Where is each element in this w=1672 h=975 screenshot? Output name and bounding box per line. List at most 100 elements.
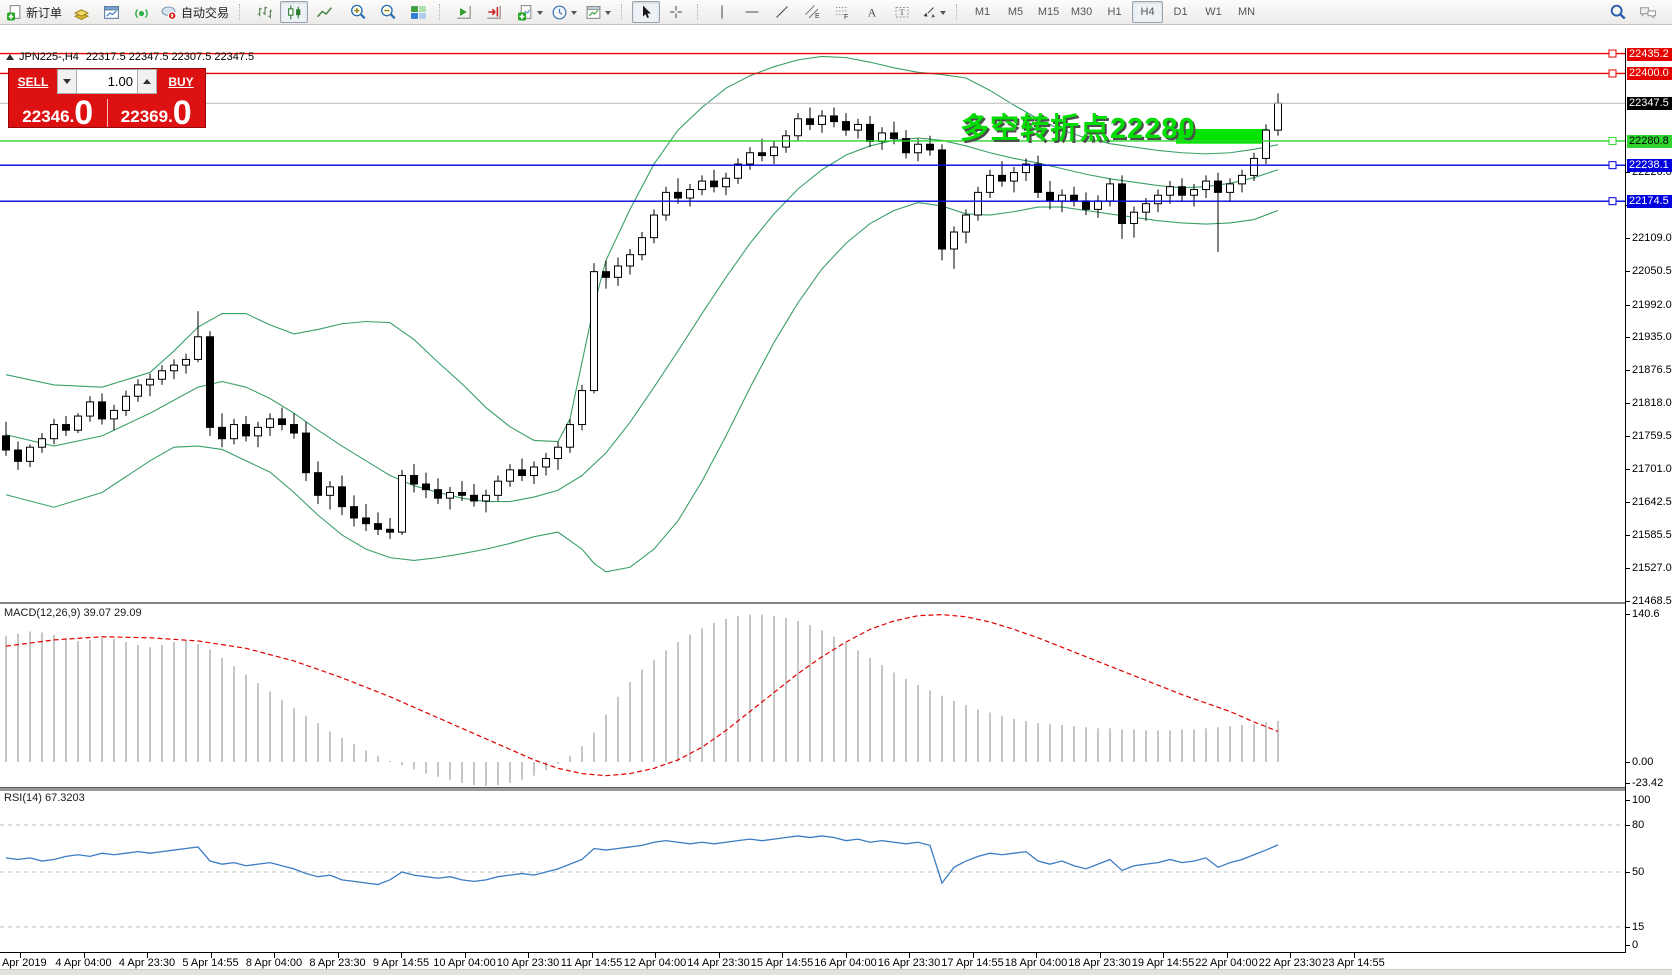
time-axis[interactable]: 3 Apr 2019 4 Apr 04:00 4 Apr 23:30 5 Apr 14… — [0, 952, 1672, 975]
toolbar-group-zoom — [341, 0, 435, 24]
axis-tick — [1626, 824, 1630, 826]
timeframe-h1-button[interactable]: H1 — [1107, 6, 1122, 18]
text-label-button[interactable]: T — [888, 1, 916, 23]
time-axis-label: 23 Apr 14:55 — [1322, 957, 1385, 969]
time-axis-label: 5 Apr 14:55 — [182, 957, 239, 969]
dropdown-caret-icon — [940, 10, 947, 18]
macd-indicator-chart[interactable] — [0, 604, 1625, 787]
timeframe-m30-button[interactable]: M30 — [1070, 6, 1093, 18]
svg-text:A: A — [868, 6, 877, 20]
vertical-line-button[interactable] — [708, 1, 736, 23]
toolbar-group-objects: E F A T — [705, 0, 952, 24]
candles-layer — [2, 93, 1282, 539]
chart-shift-button[interactable] — [480, 1, 508, 23]
tile-windows-button[interactable] — [404, 1, 432, 23]
new-order-button[interactable]: 新订单 — [3, 1, 65, 23]
indicators-button[interactable] — [514, 1, 546, 23]
chat-button[interactable] — [1634, 1, 1662, 23]
time-axis-label: 16 Apr 23:30 — [877, 957, 941, 969]
trendline-icon — [776, 6, 788, 18]
main-toolbar: 新订单 自动交易 — [0, 0, 1672, 25]
cursor-button[interactable] — [632, 1, 661, 23]
time-axis-label: 10 Apr 04:00 — [433, 957, 496, 969]
panel-splitter[interactable] — [0, 787, 1626, 791]
text-button[interactable]: A — [858, 1, 886, 23]
indicators-icon — [518, 4, 532, 20]
rsi-indicator-chart[interactable] — [0, 790, 1625, 952]
level-line-handle[interactable] — [1608, 49, 1617, 58]
dropdown-caret-icon — [605, 10, 612, 18]
templates-button[interactable] — [582, 1, 614, 23]
axis-tick — [1626, 600, 1630, 602]
highlight-rect[interactable] — [1176, 128, 1269, 144]
vertical-line-icon — [721, 5, 723, 19]
auto-scroll-icon — [457, 5, 471, 19]
arrows-icon — [923, 7, 936, 18]
level-line-handle[interactable] — [1608, 161, 1617, 170]
volume-input[interactable] — [77, 69, 137, 94]
price-badge: 22174.5 — [1627, 195, 1672, 209]
time-axis-label: 17 Apr 14:55 — [941, 957, 1004, 969]
search-button[interactable] — [1604, 1, 1632, 23]
time-axis-label: 16 Apr 04:00 — [814, 957, 877, 969]
fibonacci-button[interactable]: F — [828, 1, 856, 23]
volume-decrease-button[interactable] — [57, 69, 77, 94]
svg-text:E: E — [815, 13, 820, 20]
periods-button[interactable] — [548, 1, 580, 23]
volume-increase-button[interactable] — [137, 69, 157, 94]
price-axis[interactable]: 22226.022167.522109.022050.521992.021935… — [1625, 47, 1672, 952]
time-axis-label: 18 Apr 23:30 — [1068, 957, 1131, 969]
toolbar-group-right — [1601, 0, 1672, 24]
panel-splitter[interactable] — [0, 602, 1626, 604]
timeframe-m1-button[interactable]: M1 — [974, 6, 991, 18]
main-price-chart[interactable] — [0, 48, 1625, 604]
time-axis-label: 9 Apr 14:55 — [372, 957, 430, 969]
buy-price-main: 22369 — [120, 107, 169, 126]
sell-button[interactable]: SELL — [17, 74, 49, 89]
price-badge: 22400.0 — [1627, 67, 1672, 81]
time-axis-label: 22 Apr 04:00 — [1195, 957, 1258, 969]
collapse-arrow-icon[interactable] — [6, 54, 14, 60]
timeframe-w1-button[interactable]: W1 — [1205, 6, 1222, 18]
axis-tick — [1626, 614, 1630, 615]
price-scale-label: 21701.0 — [1632, 463, 1672, 476]
timeframe-m5-button[interactable]: M5 — [1007, 6, 1024, 18]
auto-scroll-button[interactable] — [450, 1, 478, 23]
dropdown-caret-icon — [571, 10, 578, 18]
bar-chart-button[interactable] — [250, 1, 278, 23]
price-badge: 22435.2 — [1627, 47, 1672, 61]
signals-icon — [134, 8, 148, 18]
equidistant-channel-button[interactable]: E — [798, 1, 826, 23]
caret-down-icon — [63, 79, 71, 88]
level-line-handle[interactable] — [1608, 69, 1617, 78]
buy-price: 22369. 0 — [120, 94, 192, 132]
time-axis-label: 12 Apr 04:00 — [623, 957, 687, 969]
arrows-button[interactable] — [918, 1, 949, 23]
level-line-handle[interactable] — [1608, 197, 1617, 206]
zoom-out-button[interactable] — [374, 1, 402, 23]
crosshair-button[interactable] — [662, 1, 690, 23]
quotes-button[interactable] — [67, 1, 95, 23]
buy-button[interactable]: BUY — [168, 74, 194, 89]
price-divider — [106, 99, 108, 127]
level-line-handle[interactable] — [1608, 136, 1617, 145]
candlestick-chart-button[interactable] — [280, 1, 309, 23]
timeframe-d1-button[interactable]: D1 — [1173, 6, 1188, 18]
timeframe-mn-button[interactable]: MN — [1237, 6, 1256, 18]
price-scale-label: 21992.0 — [1632, 298, 1672, 311]
toolbar-group-cursor — [629, 0, 693, 24]
line-chart-button[interactable] — [310, 1, 338, 23]
horizontal-line-button[interactable] — [738, 1, 766, 23]
zoom-in-button[interactable] — [344, 1, 372, 23]
timeframe-m15-button[interactable]: M15 — [1037, 6, 1060, 18]
price-scale-label: 21468.5 — [1632, 594, 1672, 607]
autotrading-button[interactable]: 自动交易 — [157, 1, 232, 23]
price-scale-label: 22050.5 — [1632, 265, 1672, 278]
one-click-trading-panel: SELL BUY 22346.0 22369.0 — [8, 68, 206, 132]
chart-window-button[interactable] — [97, 1, 125, 23]
timeframe-h4-button[interactable]: H4 — [1132, 1, 1164, 23]
axis-tick — [1626, 800, 1630, 801]
trendline-button[interactable] — [768, 1, 796, 23]
time-axis-border — [0, 952, 1626, 953]
signals-button[interactable] — [127, 1, 155, 23]
